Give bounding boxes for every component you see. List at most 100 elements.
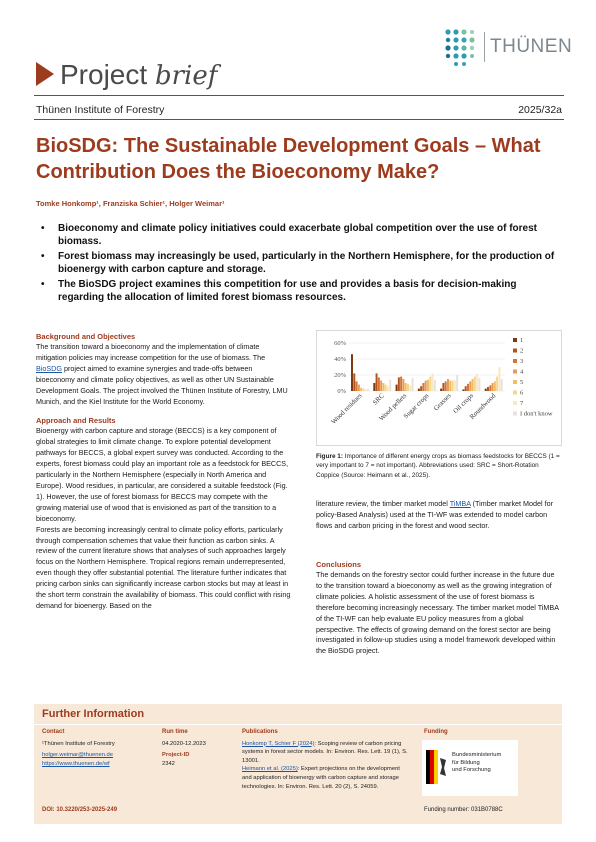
right-paragraph-a: literature review, the timber market mod… <box>316 499 450 508</box>
key-point: The BioSDG project examines this competi… <box>36 278 562 304</box>
chart-bar <box>442 383 445 391</box>
chart-bar <box>367 388 369 391</box>
timba-link[interactable]: TiMBA <box>449 499 471 508</box>
funder-line-2: für Bildung <box>452 759 480 766</box>
bmbf-logo: Bundesministerium für Bildung und Forsch… <box>422 740 518 796</box>
authors: Tomke Honkomp¹, Franziska Schier¹, Holge… <box>36 199 225 208</box>
right-paragraph: literature review, the timber market mod… <box>316 499 562 532</box>
conclusions-text: The demands on the forestry sector could… <box>316 570 559 656</box>
chart-bar <box>493 381 496 391</box>
project-brief-arrow-icon <box>36 62 54 86</box>
legend-label: 6 <box>520 390 524 397</box>
chart-bar <box>397 377 400 391</box>
chart-bar <box>449 380 452 391</box>
figure-1-chart: 60% 40% 20% 0% Wood residues SRC Wood pellets S… <box>316 330 562 446</box>
contact-website-link[interactable]: https://www.thuenen.de/wf <box>42 760 110 767</box>
chart-bar <box>500 379 503 391</box>
page-title: BioSDG: The Sustainable Development Goal… <box>36 135 541 183</box>
logo-dots-icon <box>445 29 475 66</box>
y-tick-label: 20% <box>334 372 347 379</box>
chart-bar <box>362 388 365 391</box>
legend-label: 1 <box>520 337 523 344</box>
document-type: Project brief <box>60 60 217 92</box>
legend-swatch <box>513 411 517 416</box>
chart-bar <box>467 383 469 391</box>
x-tick-label: SRC <box>372 392 386 406</box>
runtime-column: Run time 04.2020-12.2023 Project-ID 2342 <box>162 728 234 768</box>
y-tick-label: 0% <box>337 388 346 395</box>
further-divider <box>34 724 562 725</box>
federal-eagle-icon <box>426 750 446 784</box>
legend-label: 4 <box>520 369 524 376</box>
funder-name: Bundesministerium für Bildung und Forsch… <box>452 752 501 775</box>
publication-2-text: : Expert projections on the development … <box>242 766 400 790</box>
project-id-heading: Project-ID <box>162 752 190 759</box>
chart-bar <box>476 373 479 391</box>
chart-bar <box>409 385 412 391</box>
legend-swatch <box>513 338 517 342</box>
chart-bar <box>389 379 392 391</box>
background-text: The transition toward a bioeconomy and t… <box>36 342 292 407</box>
logo-text: THÜNEN <box>490 36 573 57</box>
publication-1: Honkomp T, Schier F (2024): Scoping revi… <box>242 740 410 766</box>
chart-bar <box>433 379 436 391</box>
contact-heading: Contact <box>42 729 65 735</box>
legend-label: 5 <box>520 379 523 386</box>
chart-bar <box>422 383 425 391</box>
key-point: Forest biomass may increasingly be used,… <box>36 250 562 276</box>
funding-heading: Funding <box>424 729 448 735</box>
chart-bar <box>440 388 443 391</box>
chart-bar <box>462 389 465 391</box>
approach-text-1: Bioenergy with carbon capture and storag… <box>36 426 289 523</box>
biosdg-link[interactable]: BioSDG <box>36 363 62 373</box>
right-paragraph-b: (Timber market Model for policy-Based An… <box>316 499 554 530</box>
further-information-box: Further Information Contact ¹Thünen Inst… <box>34 704 562 824</box>
chart-bar <box>498 367 501 391</box>
chart-bar <box>420 386 423 391</box>
logo-separator <box>484 32 485 62</box>
chart-bar <box>351 354 353 391</box>
y-tick-label: 40% <box>334 356 347 363</box>
publications-column: Publications Honkomp T, Schier F (2024):… <box>242 728 410 791</box>
header-rule <box>34 95 564 96</box>
contact-email-link[interactable]: holger.weimar@thuenen.de <box>42 752 113 759</box>
chart-bar <box>429 376 432 391</box>
legend-label: 3 <box>520 358 523 365</box>
chart-bar <box>471 379 474 391</box>
chart-bar <box>377 377 380 391</box>
chart-bar <box>484 388 487 391</box>
figure-caption: Figure 1: Importance of different energy… <box>316 452 562 480</box>
chart-bar <box>353 373 356 391</box>
figure-label: Figure 1: <box>316 453 343 460</box>
chart-bar <box>411 378 414 391</box>
conclusions-heading: Conclusions <box>316 560 362 569</box>
chart-bar <box>464 386 467 391</box>
chart-bar <box>375 373 378 391</box>
contact-column: Contact ¹Thünen Institute of Forestry ho… <box>42 728 162 768</box>
funder-line-3: und Forschung <box>452 767 491 773</box>
chart-bar <box>404 383 407 391</box>
chart-bar <box>487 387 489 391</box>
issue-number: 2025/32a <box>518 104 562 116</box>
legend-label: 2 <box>520 348 523 355</box>
background-text-b: project aimed to examine synergies and t… <box>36 363 288 406</box>
chart-bar <box>491 383 494 391</box>
chart-bar <box>402 379 405 391</box>
legend-swatch <box>513 348 517 353</box>
publication-2: Heimann et al. (2025): Expert projection… <box>242 765 410 791</box>
chart-bar <box>382 383 385 391</box>
chart-bar <box>496 376 499 391</box>
funding-number: Funding number: 031B0788C <box>424 807 503 813</box>
key-point: Bioeconomy and climate policy initiative… <box>36 222 562 248</box>
publication-1-link[interactable]: Honkomp T, Schier F (2024) <box>242 740 315 747</box>
chart-bar <box>424 380 427 391</box>
chart-bar <box>395 384 398 391</box>
chart-bar <box>444 381 447 391</box>
approach-heading: Approach and Results <box>36 416 116 426</box>
thuenen-logo: THÜNEN <box>442 24 572 68</box>
funder-line-1: Bundesministerium <box>452 752 502 758</box>
publication-2-link[interactable]: Heimann et al. (2025) <box>242 766 298 773</box>
chart-bar <box>489 385 492 391</box>
chart-bar <box>478 378 481 391</box>
